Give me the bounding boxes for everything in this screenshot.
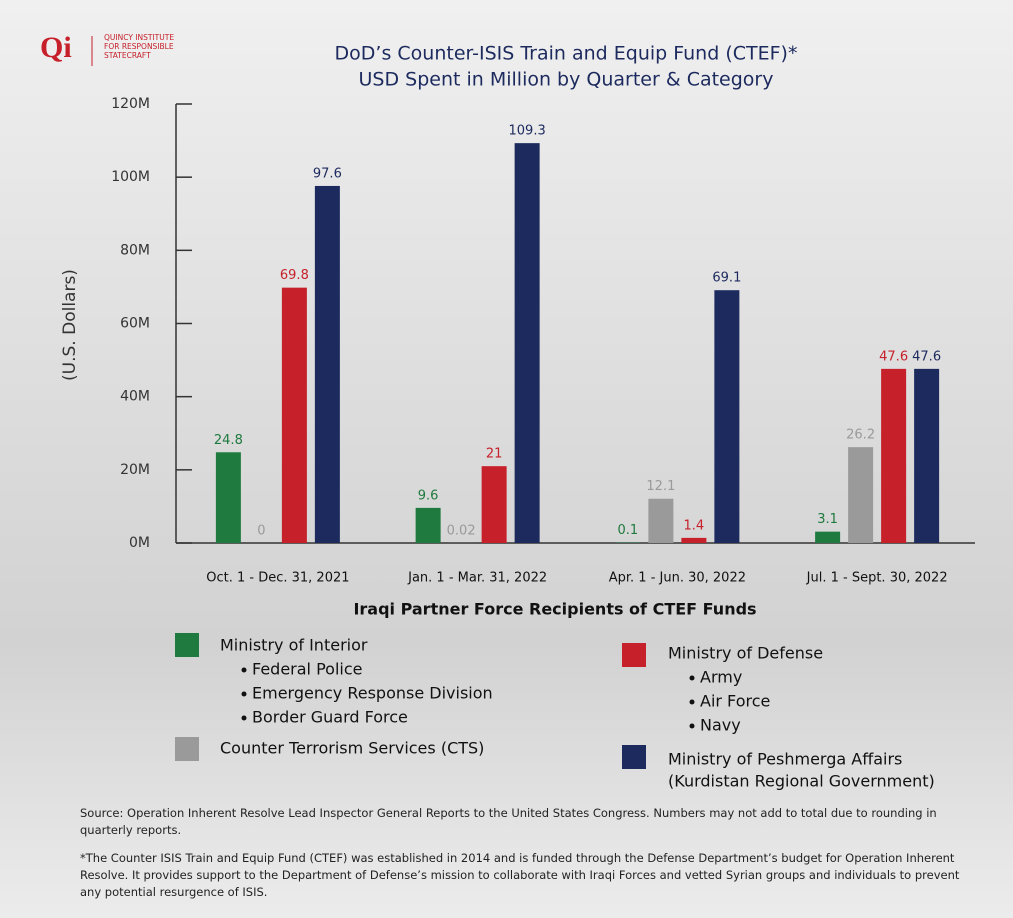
legend-bullet [241, 715, 247, 721]
footnote: *The Counter ISIS Train and Equip Fund (… [80, 851, 960, 899]
bar [281, 287, 307, 543]
value-label: 69.8 [280, 268, 309, 283]
legend-label: Ministry of Interior [220, 636, 368, 655]
bar [415, 507, 441, 543]
y-tick-label: 100M [111, 169, 150, 185]
value-label: 9.6 [418, 488, 439, 503]
value-label: 26.2 [846, 428, 875, 443]
x-tick-label: Jan. 1 - Mar. 31, 2022 [407, 571, 547, 586]
legend-item: Army [700, 668, 742, 687]
value-label: 24.8 [214, 433, 243, 448]
bar [848, 447, 874, 543]
y-tick-label: 0M [129, 535, 150, 551]
logo-line: STATECRAFT [104, 51, 151, 60]
value-label: 12.1 [646, 479, 675, 494]
value-label: 0 [257, 524, 265, 539]
legend-item: Air Force [700, 692, 770, 711]
value-label: 109.3 [509, 124, 546, 139]
legend-label: Counter Terrorism Services (CTS) [220, 739, 484, 758]
value-label: 0.02 [447, 523, 476, 538]
x-tick-label: Oct. 1 - Dec. 31, 2021 [206, 571, 349, 586]
value-label: 21 [486, 447, 503, 462]
legend-item: Border Guard Force [252, 708, 408, 727]
legend-item: (Kurdistan Regional Government) [668, 772, 935, 791]
value-label: 47.6 [879, 349, 908, 364]
y-tick-label: 40M [120, 389, 150, 405]
legend-bullet [689, 699, 695, 705]
bar [215, 452, 241, 543]
legend-title: Iraqi Partner Force Recipients of CTEF F… [353, 600, 756, 619]
chart-title: DoD’s Counter-ISIS Train and Equip Fund … [335, 43, 798, 65]
bar [648, 498, 674, 543]
logo-line: FOR RESPONSIBLE [104, 42, 174, 51]
legend-item: Emergency Response Division [252, 684, 493, 703]
logo-line: QUINCY INSTITUTE [104, 33, 174, 42]
source-note: Source: Operation Inherent Resolve Lead … [80, 806, 937, 837]
chart-subtitle: USD Spent in Million by Quarter & Catego… [359, 69, 774, 91]
x-tick-label: Apr. 1 - Jun. 30, 2022 [609, 571, 746, 586]
bar [481, 466, 507, 543]
y-axis-label: (U.S. Dollars) [60, 269, 80, 381]
value-label: 47.6 [912, 349, 941, 364]
bar [881, 368, 907, 543]
bar [815, 531, 841, 543]
bar [714, 290, 740, 543]
legend-swatch [622, 643, 646, 667]
legend-bullet [241, 667, 247, 673]
legend-swatch [175, 737, 199, 761]
legend-item: Navy [700, 716, 741, 735]
value-label: 69.1 [712, 271, 741, 286]
bar [914, 368, 940, 543]
y-tick-label: 20M [120, 462, 150, 478]
legend-item: Federal Police [252, 660, 362, 679]
legend-swatch [175, 633, 199, 657]
legend-label: Ministry of Peshmerga Affairs [668, 750, 902, 769]
legend-label: Ministry of Defense [668, 644, 823, 663]
y-tick-label: 120M [111, 96, 150, 112]
logo-mark: Qi [40, 31, 72, 64]
y-tick-label: 60M [120, 316, 150, 332]
legend-bullet [689, 723, 695, 729]
bar [314, 185, 340, 544]
value-label: 97.6 [313, 166, 342, 181]
value-label: 1.4 [684, 518, 705, 533]
legend-bullet [689, 675, 695, 681]
value-label: 3.1 [817, 512, 838, 527]
x-tick-label: Jul. 1 - Sept. 30, 2022 [806, 571, 948, 586]
legend-bullet [241, 691, 247, 697]
value-label: 0.1 [618, 523, 639, 538]
legend-swatch [622, 745, 646, 769]
bar [514, 143, 540, 543]
bar [681, 537, 707, 543]
y-tick-label: 80M [120, 242, 150, 258]
